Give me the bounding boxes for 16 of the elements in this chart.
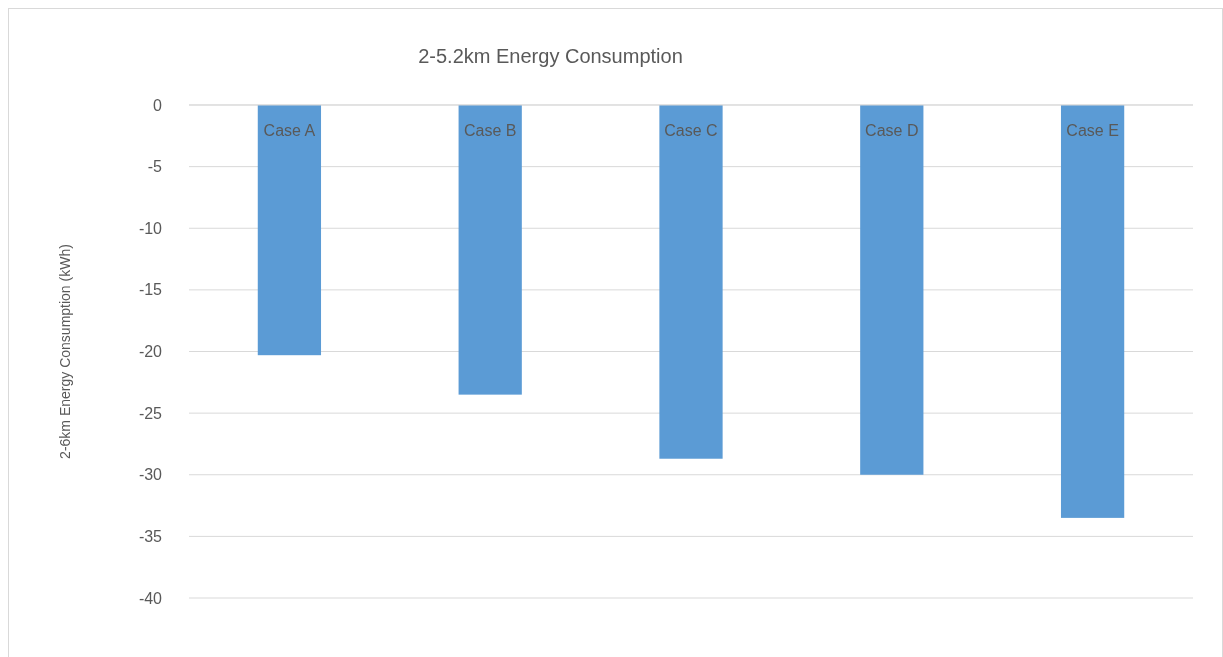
x-tick-label: Case A (263, 122, 316, 139)
x-tick-label: Case D (865, 122, 919, 139)
y-tick-label: 0 (153, 96, 163, 114)
y-tick-label: -35 (138, 527, 163, 545)
x-tick-label: Case B (463, 122, 517, 139)
chart-title: 2-5.2km Energy Consumption (418, 45, 683, 67)
y-tick-label: -30 (138, 466, 163, 484)
x-tick-label: Case E (1066, 122, 1119, 139)
y-tick-label: -5 (147, 158, 163, 176)
y-tick-label: -20 (138, 343, 163, 361)
y-tick-label: -10 (138, 219, 163, 237)
y-tick-label: -25 (138, 404, 163, 422)
y-tick-label: -15 (138, 281, 163, 299)
y-axis-title: 2-6km Energy Consumption (kWh) (57, 244, 73, 459)
y-tick-label: -40 (138, 589, 163, 607)
x-tick-label: Case C (664, 122, 718, 139)
